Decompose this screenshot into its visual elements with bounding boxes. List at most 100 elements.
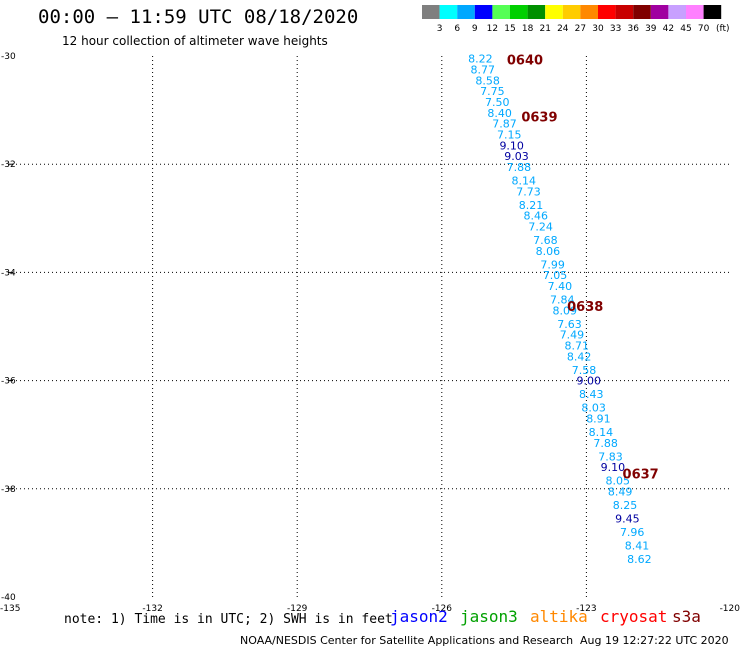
legend-unit-label: (ft) (716, 24, 730, 34)
swh-data-label: 8.62 (627, 553, 652, 566)
swh-data-label: 8.58 (475, 74, 500, 87)
swh-data-label: 8.09 (552, 304, 577, 317)
swh-data-label: 8.46 (524, 210, 549, 223)
legend-swatch (580, 5, 598, 19)
swh-data-label: 7.63 (557, 318, 582, 331)
legend-bin-label: 12 (487, 24, 498, 34)
satellite-altika: altika (530, 607, 588, 626)
legend-bin-label: 24 (557, 24, 569, 34)
footnote: note: 1) Time is in UTC; 2) SWH is in fe… (64, 612, 393, 627)
legend-swatch (422, 5, 440, 19)
x-tick-label: -123 (576, 604, 596, 614)
swh-data-label: 9.03 (504, 150, 529, 163)
swh-data-label: 7.15 (497, 128, 522, 141)
swh-data-label: 8.14 (511, 174, 536, 187)
legend-bin-label: 42 (663, 24, 674, 34)
swh-data-label: 7.88 (507, 161, 532, 174)
swh-data-label: 7.05 (543, 269, 568, 282)
y-tick-label: -38 (1, 485, 16, 495)
y-tick-label: -36 (1, 377, 16, 387)
legend-bin-label: 45 (680, 24, 691, 34)
x-tick-label: -120 (720, 604, 740, 614)
swh-data-label: 7.73 (516, 185, 541, 198)
swh-data-label: 8.91 (586, 412, 611, 425)
satellite-s3a: s3a (672, 607, 701, 626)
swh-data-label: 7.50 (485, 96, 510, 109)
swh-data-label: 8.14 (589, 426, 614, 439)
swh-data-label: 8.22 (468, 53, 493, 66)
swh-data-label: 8.41 (625, 540, 650, 553)
legend-bin-label: 33 (610, 24, 621, 34)
x-tick-label: -132 (142, 604, 162, 614)
legend-bin-label: 70 (698, 24, 710, 34)
legend-swatch (562, 5, 581, 19)
swh-data-label: 7.99 (540, 258, 565, 271)
legend-swatch (457, 5, 475, 19)
swh-data-label: 8.25 (613, 499, 638, 512)
legend-swatch (703, 5, 722, 19)
legend-swatch (492, 5, 510, 19)
swh-data-label: 8.06 (536, 245, 561, 258)
y-tick-label: -34 (1, 268, 16, 278)
swh-data-label: 8.43 (579, 388, 604, 401)
legend-bin-label: 3 (437, 24, 443, 34)
legend-bin-label: 36 (627, 24, 639, 34)
legend-swatch (615, 5, 634, 19)
swh-data-label: 8.05 (605, 475, 630, 488)
legend-swatch (633, 5, 651, 19)
time-label: 0637 (623, 468, 659, 483)
legend-swatch (668, 5, 686, 19)
y-tick-label: -30 (1, 52, 16, 62)
legend-bin-label: 21 (539, 24, 550, 34)
satellite-jason3: jason3 (460, 607, 518, 626)
legend-swatch (686, 5, 704, 19)
swh-data-label: 9.10 (499, 139, 524, 152)
legend-bin-label: 18 (522, 24, 534, 34)
legend-swatch (650, 5, 669, 19)
swh-data-label: 8.03 (581, 402, 606, 415)
swh-data-label: 9.10 (601, 461, 626, 474)
swh-data-label: 7.96 (620, 526, 645, 539)
swh-data-label: 8.71 (565, 339, 590, 352)
legend-bin-label: 6 (454, 24, 460, 34)
swh-data-label: 8.77 (471, 64, 496, 77)
x-tick-label: -126 (432, 604, 453, 614)
time-label: 0639 (521, 111, 557, 126)
time-label: 0638 (567, 300, 603, 315)
swh-data-label: 8.21 (519, 199, 544, 212)
swh-data-label: 7.68 (533, 234, 558, 247)
satellite-jason2: jason2 (390, 607, 448, 626)
swh-data-label: 8.42 (567, 350, 592, 363)
generated-timestamp: Aug 19 12:27:22 UTC 2020 (580, 634, 729, 647)
swh-data-label: 7.75 (480, 85, 505, 98)
y-tick-label: -40 (1, 593, 16, 603)
legend-swatch (439, 5, 458, 19)
legend-bin-label: 39 (645, 24, 657, 34)
legend-swatch (598, 5, 616, 19)
legend-swatch (474, 5, 493, 19)
swh-data-label: 7.84 (550, 293, 575, 306)
satellite-cryosat: cryosat (600, 607, 668, 626)
legend-bin-label: 27 (575, 24, 586, 34)
swh-data-label: 8.40 (487, 107, 512, 120)
swh-data-label: 9.45 (615, 513, 640, 526)
x-tick-label: -129 (287, 604, 308, 614)
swh-data-label: 8.49 (608, 486, 633, 499)
page-title: 00:00 – 11:59 UTC 08/18/2020 (38, 6, 359, 28)
legend-bin-label: 15 (504, 24, 515, 34)
swh-data-label: 7.88 (593, 437, 618, 450)
time-label: 0640 (507, 54, 543, 69)
swh-data-label: 7.49 (560, 329, 585, 342)
x-tick-label: -135 (0, 604, 20, 614)
legend-swatch (510, 5, 528, 19)
swh-data-label: 7.40 (548, 280, 573, 293)
legend-swatch (527, 5, 546, 19)
credit-line: NOAA/NESDIS Center for Satellite Applica… (240, 634, 574, 647)
swh-data-label: 7.83 (598, 450, 623, 463)
y-tick-label: -32 (1, 160, 16, 170)
legend-bin-label: 9 (472, 24, 478, 34)
legend-bin-label: 30 (592, 24, 604, 34)
swh-data-label: 7.58 (572, 364, 597, 377)
legend-swatch (545, 5, 563, 19)
